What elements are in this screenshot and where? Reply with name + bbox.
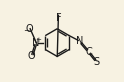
Text: O: O	[28, 51, 35, 61]
Text: +: +	[36, 37, 41, 43]
Text: N: N	[76, 36, 83, 46]
Text: N: N	[32, 38, 40, 48]
Text: O: O	[25, 24, 33, 34]
Text: C: C	[85, 47, 92, 57]
Text: F: F	[56, 13, 61, 23]
Text: −: −	[23, 26, 30, 35]
Text: S: S	[93, 57, 100, 67]
